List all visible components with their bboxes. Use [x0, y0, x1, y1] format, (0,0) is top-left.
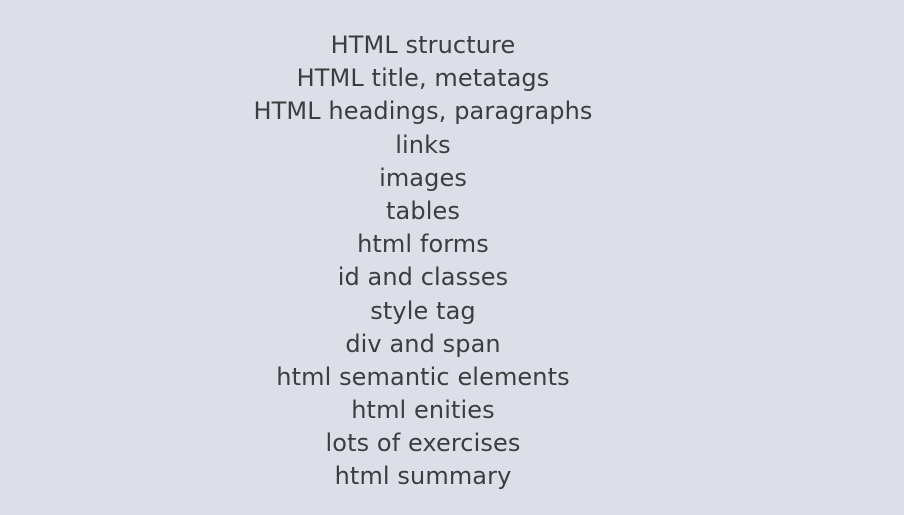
topic-item: HTML title, metatags: [296, 64, 550, 93]
topic-item: links: [395, 130, 451, 159]
topic-item: images: [379, 163, 467, 192]
topic-item: html forms: [357, 230, 489, 259]
topic-item: style tag: [370, 296, 476, 325]
topic-item: tables: [386, 196, 460, 225]
topic-item: lots of exercises: [325, 429, 521, 458]
topic-item: HTML structure: [330, 31, 516, 59]
topic-item: div and span: [345, 329, 501, 358]
topic-item: html semantic elements: [276, 362, 570, 391]
topic-list: HTML structure HTML title, metatags HTML…: [0, 29, 846, 494]
topic-item: HTML headings, paragraphs: [253, 97, 593, 126]
topic-item: html summary: [334, 462, 512, 491]
topic-item: html enities: [351, 396, 495, 425]
topic-item: id and classes: [337, 263, 509, 292]
